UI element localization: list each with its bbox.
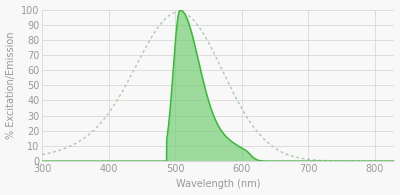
X-axis label: Wavelength (nm): Wavelength (nm) <box>176 179 261 190</box>
Y-axis label: % Excitation/Emission: % Excitation/Emission <box>6 32 16 139</box>
